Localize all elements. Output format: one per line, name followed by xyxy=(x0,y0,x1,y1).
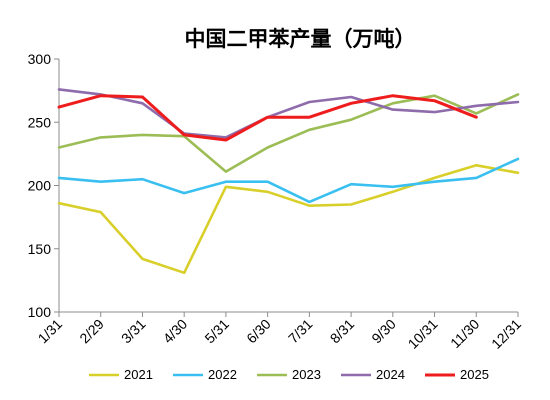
x-tick-label: 12/31 xyxy=(488,316,524,352)
y-tick-label: 300 xyxy=(28,51,52,67)
x-tick-label: 5/31 xyxy=(201,316,232,347)
legend-label-2025: 2025 xyxy=(460,367,489,382)
legend-label-2021: 2021 xyxy=(124,367,153,382)
x-tick-label: 3/31 xyxy=(118,316,149,347)
legend: 2021 2022 2023 2024 2025 xyxy=(89,367,489,382)
y-tick-label: 100 xyxy=(28,304,52,320)
series-line-2024 xyxy=(57,88,520,139)
y-tick-label: 150 xyxy=(28,241,52,257)
series-line-2021 xyxy=(57,164,520,275)
legend-label-2022: 2022 xyxy=(208,367,237,382)
chart-title: 中国二甲苯产量（万吨） xyxy=(185,27,416,51)
x-tick-label: 7/31 xyxy=(285,316,316,347)
x-tick-label: 10/31 xyxy=(405,316,441,352)
series-line-2025 xyxy=(57,94,478,142)
x-tick-label: 1/31 xyxy=(35,316,66,347)
y-tick-label: 250 xyxy=(28,114,52,130)
x-tick-label: 6/30 xyxy=(243,316,274,347)
x-tick-label: 8/31 xyxy=(327,316,358,347)
y-tick-label: 200 xyxy=(28,178,52,194)
x-tick-label: 2/29 xyxy=(76,316,107,347)
legend-label-2024: 2024 xyxy=(376,367,405,382)
series-layer xyxy=(57,88,520,275)
x-tick-label: 9/30 xyxy=(368,316,399,347)
x-tick-label: 11/30 xyxy=(447,316,483,352)
x-tick-label: 4/30 xyxy=(160,316,191,347)
legend-label-2023: 2023 xyxy=(292,367,321,382)
series-line-2023 xyxy=(57,93,520,173)
series-line-2022 xyxy=(57,157,520,204)
